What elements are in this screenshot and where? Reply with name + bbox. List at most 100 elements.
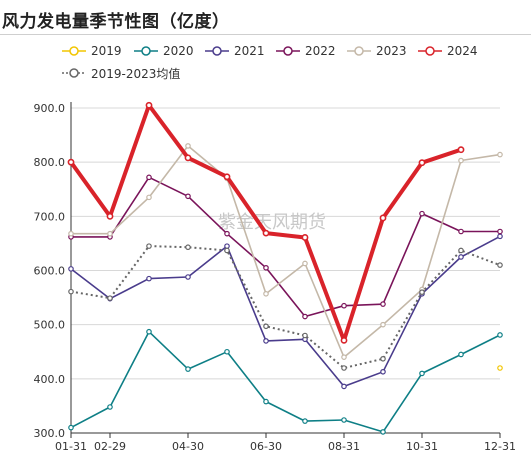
data-point-2022-06-30	[263, 264, 269, 271]
data-point-2020-02-28	[107, 404, 113, 410]
data-point-2019-2023均值-10-31	[419, 289, 425, 295]
data-point-2019-2023均值-01-31	[68, 288, 74, 295]
x-tick-label: 01-31	[55, 440, 87, 453]
legend-item-2023[interactable]: 2023	[347, 43, 407, 59]
series-line-2021	[70, 235, 501, 388]
data-point-2022-11-30	[458, 228, 464, 235]
legend-symbol	[62, 46, 86, 56]
data-point-2024-07-31	[301, 234, 309, 241]
data-point-2023-06-30	[263, 290, 269, 297]
data-point-2019-2023均值-06-30	[263, 323, 269, 330]
data-point-2024-09-30	[379, 214, 387, 222]
legend-symbol	[347, 46, 371, 56]
data-point-2023-01-31	[68, 230, 74, 237]
x-tick-label: 10-31	[406, 440, 438, 453]
data-point-2024-05-31	[223, 173, 231, 181]
data-point-2019-2023均值-03-31	[146, 243, 152, 249]
data-point-2023-02-28	[107, 230, 113, 237]
data-point-2024-03-31	[145, 101, 153, 109]
data-point-2024-11-30	[457, 146, 465, 154]
legend-item-2024[interactable]: 2024	[418, 43, 478, 59]
legend-label: 2024	[447, 44, 478, 58]
data-point-2024-01-31	[67, 158, 75, 166]
data-point-2023-03-31	[146, 194, 152, 201]
legend-label: 2020	[163, 44, 194, 58]
data-point-2021-11-30	[458, 254, 464, 260]
x-tick-label: 04-30	[172, 440, 204, 453]
data-point-2023-09-30	[380, 321, 386, 328]
data-point-2023-11-30	[458, 157, 464, 164]
data-point-2021-01-31	[68, 266, 74, 272]
x-tick-label: 06-30	[250, 440, 282, 453]
data-point-2022-04-30	[185, 193, 191, 200]
data-point-2020-04-30	[185, 366, 191, 372]
legend-symbol	[418, 46, 442, 56]
y-tick-label: 700.0	[34, 210, 66, 223]
data-point-2024-04-30	[184, 154, 192, 162]
data-point-2023-07-31	[302, 260, 308, 267]
data-point-2019-2023均值-11-30	[458, 247, 464, 254]
data-point-2021-04-30	[185, 274, 191, 280]
data-point-2020-07-31	[302, 418, 308, 424]
legend-label: 2019-2023均值	[91, 66, 181, 81]
data-point-2021-03-31	[146, 275, 152, 282]
data-point-2020-01-31	[68, 424, 74, 431]
data-point-2019-2023均值-02-28	[107, 295, 113, 301]
watermark-text: 紫金天风期货	[218, 212, 326, 233]
y-tick-label: 900.0	[34, 102, 66, 115]
data-point-2022-12-31	[497, 228, 503, 235]
legend-symbol	[134, 46, 158, 56]
legend-item-2021[interactable]: 2021	[205, 43, 265, 59]
data-point-2020-03-31	[146, 328, 152, 335]
data-point-2022-10-31	[419, 210, 425, 217]
data-point-2023-08-31	[341, 354, 347, 360]
data-point-2019-2023均值-04-30	[185, 244, 191, 251]
legend-item-2020[interactable]: 2020	[134, 43, 194, 59]
data-point-2022-09-30	[380, 301, 386, 307]
data-point-2020-11-30	[458, 351, 464, 358]
x-tick-label: 02-29	[94, 440, 126, 453]
chart-title: 风力发电量季节性图（亿度）	[2, 12, 230, 32]
data-point-2019-2023均值-05-31	[224, 247, 230, 254]
data-point-2021-09-30	[380, 368, 386, 375]
data-point-2019-12-31	[497, 365, 503, 371]
x-tick-label: 12-31	[484, 440, 516, 453]
legend-symbol	[205, 46, 229, 56]
data-point-2023-12-31	[497, 151, 503, 158]
legend-label: 2022	[305, 44, 336, 58]
data-point-2020-12-31	[497, 332, 503, 338]
data-point-2019-2023均值-08-31	[341, 365, 347, 371]
data-point-2024-02-28	[106, 212, 114, 220]
data-point-2021-06-30	[263, 338, 269, 344]
data-point-2020-09-30	[380, 429, 386, 435]
data-point-2024-10-31	[418, 159, 426, 167]
data-point-2022-07-31	[302, 313, 308, 320]
y-tick-label: 600.0	[34, 265, 66, 278]
series-line-2022	[71, 176, 500, 318]
x-tick-label: 08-31	[328, 440, 360, 453]
data-point-2022-08-31	[341, 302, 347, 309]
legend-symbol	[62, 68, 86, 78]
y-tick-label: 300.0	[34, 427, 66, 440]
data-point-2021-08-31	[341, 383, 347, 390]
legend-label: 2019	[91, 44, 122, 58]
data-point-2019-2023均值-12-31	[497, 262, 503, 268]
title-divider	[0, 34, 531, 35]
data-point-2021-12-31	[497, 233, 503, 240]
data-point-2024-08-31	[340, 336, 348, 344]
y-tick-label: 800.0	[34, 156, 66, 169]
legend-label: 2023	[376, 44, 407, 58]
y-tick-label: 400.0	[34, 373, 66, 386]
legend-item-2022[interactable]: 2022	[276, 43, 336, 59]
data-point-2020-06-30	[263, 398, 269, 405]
series-line-2020	[70, 330, 501, 433]
legend-symbol	[276, 46, 300, 56]
legend-label: 2021	[234, 44, 265, 58]
data-point-2020-08-31	[341, 417, 347, 423]
data-point-2024-06-30	[262, 229, 270, 237]
series-line-2019-2023均值	[70, 245, 501, 369]
legend-item-2019-2023均值[interactable]: 2019-2023均值	[62, 65, 180, 81]
legend-item-2019[interactable]: 2019	[62, 43, 122, 59]
data-point-2019-2023均值-09-30	[380, 355, 386, 362]
data-point-2019-2023均值-07-31	[302, 332, 308, 339]
